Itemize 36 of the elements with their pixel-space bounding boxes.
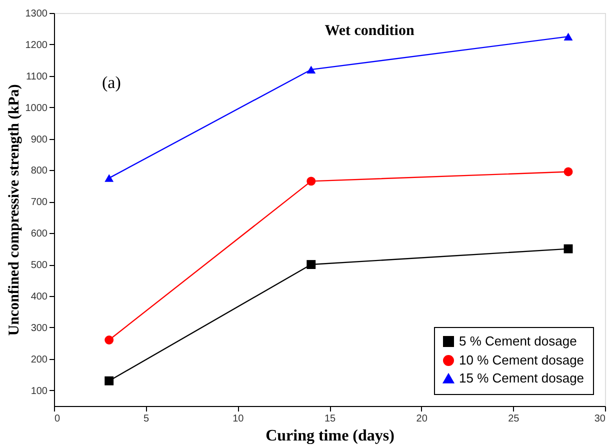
annotation: (a) [102, 73, 121, 92]
y-tick-label: 400 [30, 291, 48, 302]
y-tick-label: 1200 [25, 40, 48, 51]
point [306, 176, 316, 186]
x-tick-label: 20 [416, 414, 428, 424]
legend-label: 5 % Cement dosage [459, 334, 577, 348]
point [306, 260, 316, 269]
x-tick-label: 0 [54, 414, 60, 424]
y-tick-label: 1000 [25, 102, 48, 114]
y-tick-label: 800 [30, 166, 48, 177]
x-tick-label: 5 [144, 414, 150, 424]
x-tick-label: 30 [594, 414, 606, 424]
y-tick-label: 700 [30, 197, 48, 208]
point [104, 376, 114, 386]
x-axis-title: Curing time (days) [266, 428, 394, 444]
y-tick-label: 100 [30, 386, 48, 397]
x-tick-label: 25 [508, 414, 520, 424]
y-tick-label: 500 [30, 260, 48, 272]
point [564, 244, 573, 254]
x-tick-label: 15 [324, 414, 336, 424]
y-tick-label: 600 [30, 228, 48, 240]
legend-label: 15 % Cement dosage [459, 370, 584, 386]
x-tick-label: 10 [232, 414, 244, 424]
y-axis-title: Unconfined compressive strength (kPa) [6, 84, 22, 336]
point [104, 174, 114, 182]
point [306, 66, 316, 74]
y-tick-label: 1100 [26, 71, 48, 82]
y-tick-label: 900 [30, 134, 48, 146]
legend-label: 10 % Cement dosage [459, 352, 584, 368]
y-tick-label: 1300 [25, 8, 48, 20]
text: Wet condition [324, 23, 415, 39]
point [104, 336, 114, 344]
y-tick-label: 300 [30, 322, 48, 334]
point [564, 167, 573, 176]
point [564, 32, 573, 40]
y-tick-label: 200 [30, 354, 48, 366]
